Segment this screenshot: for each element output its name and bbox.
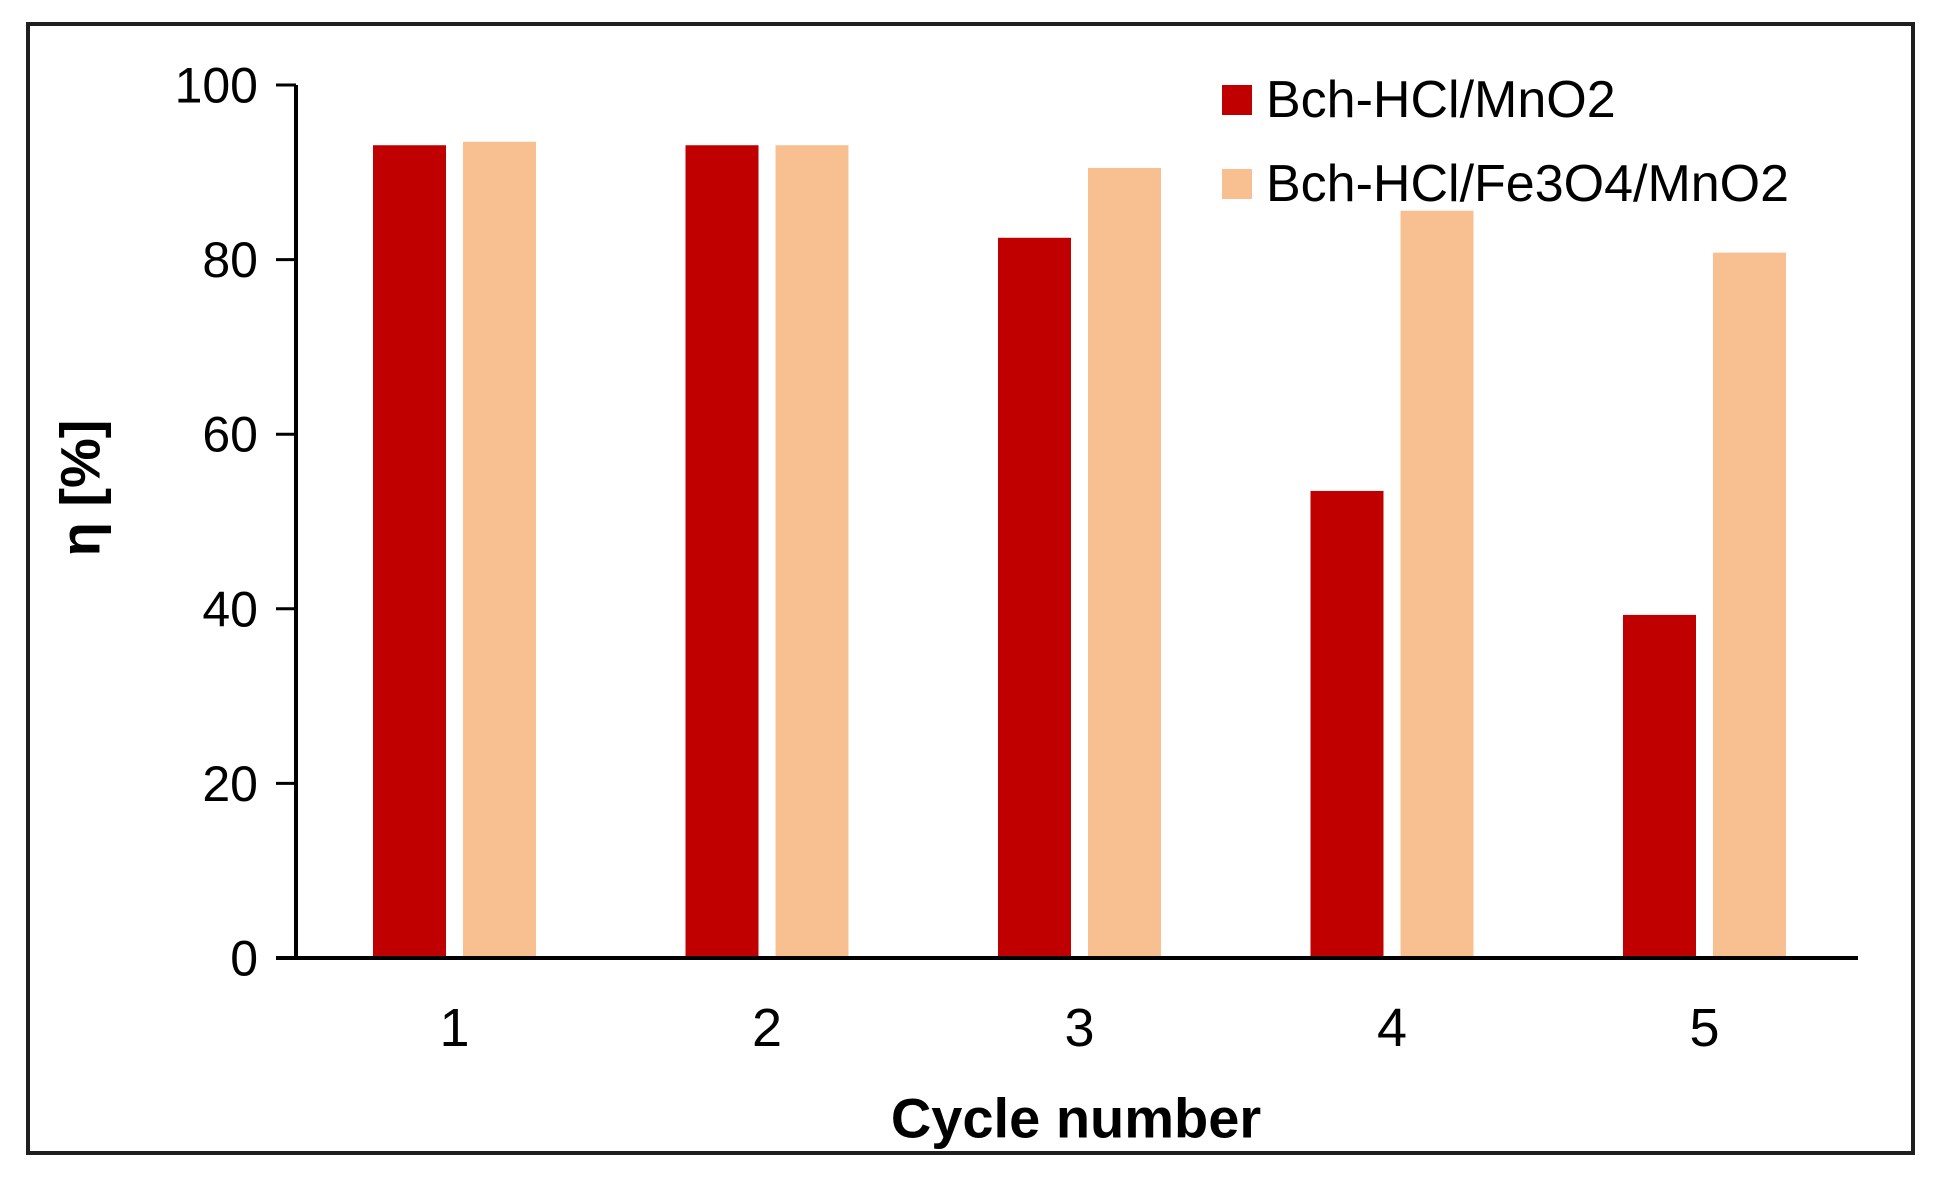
x-tick-label: 5 [1689,998,1719,1058]
x-axis-title: Cycle number [890,1086,1262,1150]
bar-series2-cycle5 [1713,252,1786,959]
bar-series2-cycle3 [1088,167,1161,958]
figure-frame [26,22,1915,1155]
x-tick-label: 4 [1377,998,1407,1058]
bar-series1-cycle3 [998,237,1071,958]
legend-label-series1: Bch-HCl/MnO2 [1266,71,1616,129]
x-tick-label: 3 [1064,998,1094,1058]
legend: Bch-HCl/MnO2 Bch-HCl/Fe3O4/MnO2 [1222,74,1789,210]
y-tick-label: 40 [202,581,258,637]
legend-label-series2: Bch-HCl/Fe3O4/MnO2 [1266,155,1790,213]
legend-swatch-series1-icon [1222,85,1252,115]
y-tick-label: 60 [202,407,258,463]
bar-series1-cycle4 [1310,490,1384,958]
bar-series2-cycle2 [775,145,849,958]
x-tick-label: 2 [752,998,782,1058]
y-axis-title: η [%] [48,419,112,557]
bar-series2-cycle1 [463,141,536,958]
bar-series2-cycle4 [1400,210,1474,958]
legend-item-series2: Bch-HCl/Fe3O4/MnO2 [1222,158,1789,210]
legend-item-series1: Bch-HCl/MnO2 [1222,74,1789,126]
legend-swatch-series2-icon [1222,169,1252,199]
y-tick-label: 80 [202,232,258,288]
bar-series1-cycle1 [373,145,446,958]
x-tick-label: 1 [439,998,469,1058]
y-tick-label: 20 [202,756,258,812]
y-tick-label: 0 [230,931,258,987]
y-tick-label: 100 [175,58,258,114]
bar-series1-cycle2 [685,145,759,958]
bar-series1-cycle5 [1623,614,1696,958]
